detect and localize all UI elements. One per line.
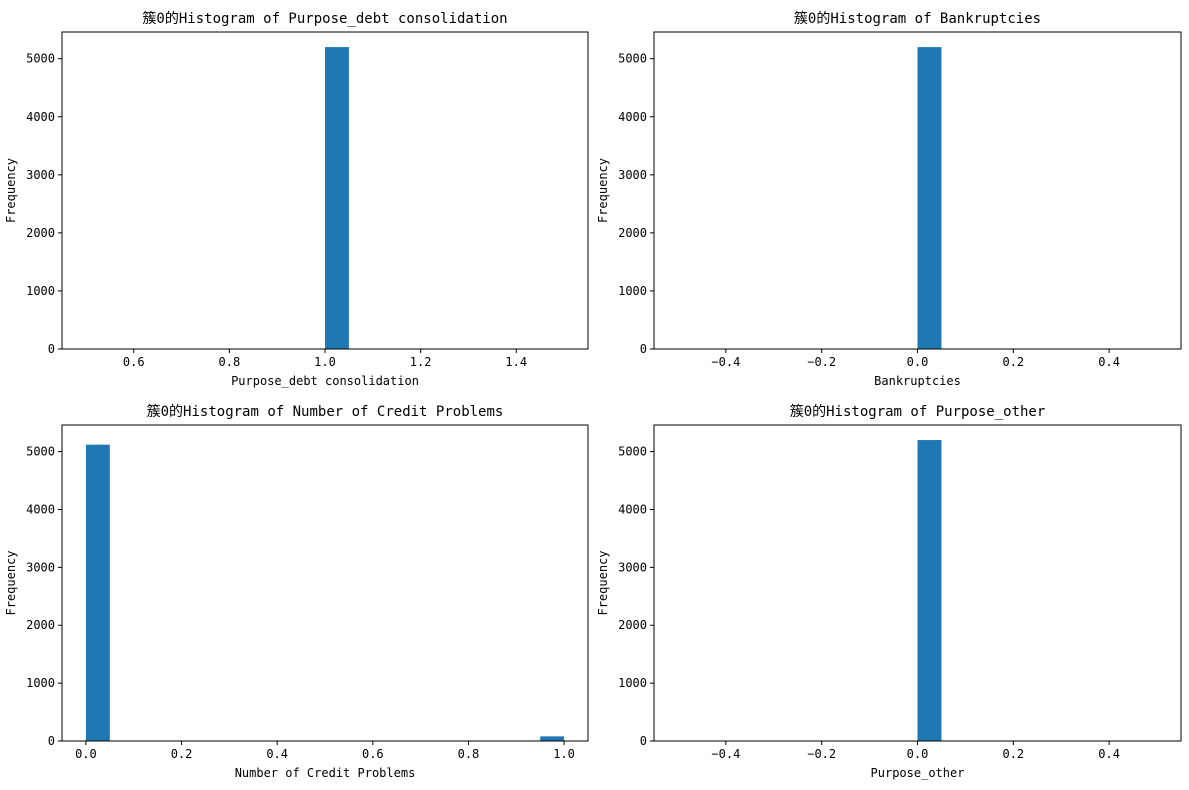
y-tick-label: 4000 bbox=[26, 502, 55, 516]
x-tick-label: −0.2 bbox=[807, 355, 836, 369]
y-tick-label: 3000 bbox=[26, 560, 55, 574]
y-tick-label: 1000 bbox=[26, 284, 55, 298]
histogram-bar bbox=[540, 736, 565, 741]
chart-panel-3: 0.0 0.2 0.4 0.6 0.8 1.0 0 1000 2000 3000 4000 5000 簇… bbox=[4, 404, 589, 780]
y-tick-label: 5000 bbox=[618, 52, 647, 66]
x-tick-label: 0.8 bbox=[458, 747, 480, 761]
x-tick-label: 0.4 bbox=[1098, 747, 1120, 761]
y-tick-label: 0 bbox=[48, 342, 55, 356]
y-axis-label: Frequency bbox=[4, 550, 18, 615]
x-tick-label: 0.2 bbox=[1002, 747, 1024, 761]
x-tick-label: 0.0 bbox=[907, 747, 929, 761]
y-tick-label: 5000 bbox=[26, 445, 55, 459]
x-tick-label: 1.0 bbox=[553, 747, 575, 761]
x-axis-label: Number of Credit Problems bbox=[235, 766, 416, 780]
chart-title: 簇0的Histogram of Purpose_other bbox=[790, 404, 1046, 420]
x-tick-label: 0.6 bbox=[362, 747, 384, 761]
x-tick-label: 1.4 bbox=[505, 355, 527, 369]
y-tick-label: 3000 bbox=[618, 168, 647, 182]
x-tick-label: 0.4 bbox=[1098, 355, 1120, 369]
y-tick-label: 4000 bbox=[26, 110, 55, 124]
y-tick-label: 5000 bbox=[618, 445, 647, 459]
chart-panel-4: −0.4 −0.2 0.0 0.2 0.4 0 1000 2000 3000 4000 5000 簇0… bbox=[596, 404, 1182, 780]
x-tick-label: −0.4 bbox=[711, 747, 740, 761]
x-tick-label: −0.2 bbox=[807, 747, 836, 761]
x-axis-label: Purpose_debt consolidation bbox=[231, 374, 419, 388]
y-tick-label: 2000 bbox=[618, 226, 647, 240]
x-tick-label: 0.2 bbox=[171, 747, 193, 761]
x-tick-label: 1.2 bbox=[410, 355, 432, 369]
chart-panel-2: −0.4 −0.2 0.0 0.2 0.4 0 1000 2000 3000 4000 5000 簇0… bbox=[596, 11, 1182, 388]
axes-frame bbox=[61, 424, 589, 742]
chart-title: 簇0的Histogram of Number of Credit Problem… bbox=[147, 404, 504, 420]
y-tick-label: 1000 bbox=[618, 676, 647, 690]
y-tick-label: 2000 bbox=[26, 618, 55, 632]
chart-title: 簇0的Histogram of Bankruptcies bbox=[794, 11, 1041, 27]
y-axis-label: Frequency bbox=[4, 158, 18, 223]
y-tick-label: 3000 bbox=[26, 168, 55, 182]
x-tick-label: 0.8 bbox=[219, 355, 241, 369]
y-axis-label: Frequency bbox=[596, 158, 610, 223]
x-tick-label: 0.6 bbox=[123, 355, 145, 369]
x-axis-label: Purpose_other bbox=[871, 766, 965, 780]
y-tick-label: 4000 bbox=[618, 110, 647, 124]
histogram-bar bbox=[917, 47, 942, 349]
y-tick-label: 0 bbox=[640, 342, 647, 356]
y-tick-label: 1000 bbox=[618, 284, 647, 298]
histogram-bar bbox=[917, 440, 942, 741]
x-tick-label: 0.2 bbox=[1002, 355, 1024, 369]
x-tick-label: 0.0 bbox=[75, 747, 97, 761]
y-tick-label: 3000 bbox=[618, 560, 647, 574]
y-tick-label: 0 bbox=[640, 734, 647, 748]
x-tick-label: 0.0 bbox=[907, 355, 929, 369]
y-tick-label: 2000 bbox=[26, 226, 55, 240]
chart-panel-1: 0.6 0.8 1.0 1.2 1.4 0 1000 2000 3000 4000 5000 簇0的H… bbox=[4, 11, 589, 388]
y-tick-label: 2000 bbox=[618, 618, 647, 632]
x-tick-label: 1.0 bbox=[314, 355, 336, 369]
histogram-bar bbox=[85, 444, 110, 741]
x-tick-label: −0.4 bbox=[711, 355, 740, 369]
x-axis-label: Bankruptcies bbox=[874, 374, 961, 388]
x-tick-label: 0.4 bbox=[266, 747, 288, 761]
y-tick-label: 0 bbox=[48, 734, 55, 748]
y-tick-label: 1000 bbox=[26, 676, 55, 690]
y-tick-label: 4000 bbox=[618, 502, 647, 516]
y-tick-label: 5000 bbox=[26, 52, 55, 66]
histogram-bar bbox=[325, 47, 349, 349]
y-axis-label: Frequency bbox=[596, 550, 610, 615]
chart-title: 簇0的Histogram of Purpose_debt consolidati… bbox=[142, 11, 507, 27]
